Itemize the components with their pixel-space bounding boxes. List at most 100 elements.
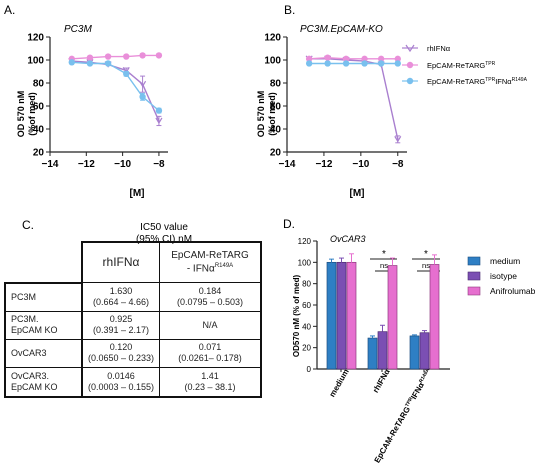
table-col-retarg-line1: EpCAM-ReTARG	[171, 250, 249, 262]
series-line-retarg-mut	[71, 61, 160, 112]
data-point-retarg-tpr	[139, 52, 146, 59]
panel-b-title: PC3M.EpCAM-KO	[300, 24, 383, 35]
data-point-retarg-tpr	[342, 55, 350, 63]
data-point-rhifna	[139, 80, 147, 88]
data-point-retarg-mut	[305, 60, 313, 67]
x-tick-label: −8	[392, 159, 404, 170]
table-cell-value: 0.184	[198, 285, 222, 296]
series-line-rhifna	[309, 58, 399, 140]
sig-ns-retarg: ns	[422, 261, 430, 270]
panel-d-title: OvCAR3	[330, 234, 366, 244]
table-cell: 1.41 (0.23 – 38.1)	[159, 366, 262, 398]
table-cell-ci: (0.0650 – 0.233)	[87, 353, 155, 363]
table-cell: 0.184 (0.0795 – 0.503)	[159, 282, 262, 312]
table-cell-value: 0.071	[198, 342, 222, 352]
table-row-label-line2: EpCAM KO	[11, 325, 58, 335]
panel-a-ylabel-1: OD 570 nM	[16, 91, 26, 138]
table-cell: 1.630 (0.664 – 4.66)	[81, 282, 160, 312]
data-point-retarg-mut	[139, 93, 146, 101]
x-tick-label: −14	[42, 159, 59, 170]
table-row-label: PC3M	[4, 281, 83, 312]
data-point-retarg-tpr	[394, 55, 401, 63]
bar-anifrolumab	[346, 261, 357, 370]
series-line-retarg-tpr	[71, 54, 159, 60]
series-line-retarg-tpr	[309, 56, 398, 60]
legend-label-anifrolumab: Anifrolumab	[490, 286, 536, 296]
panel-b-xlabel: [M]	[350, 188, 365, 199]
x-tick-label: −10	[114, 159, 131, 170]
table-col-retarg-line2: - IFNαR149A	[186, 263, 234, 275]
panel-a-xlabel: [M]	[130, 188, 145, 199]
panel-b-letter: B.	[284, 3, 295, 17]
panel-c-letter: C.	[22, 218, 34, 232]
y-tick-label: 120	[298, 237, 312, 246]
table-cell-value: N/A	[202, 319, 218, 330]
table-cell-ci: (0.0003 – 0.155)	[87, 381, 155, 392]
data-point-retarg-mut	[377, 60, 385, 67]
y-tick-label: 60	[302, 301, 311, 310]
data-point-retarg-tpr	[155, 52, 163, 59]
legend-marker-rhifna	[405, 44, 415, 53]
bar-medium	[409, 335, 420, 370]
table-row-label-line1: PC3M	[11, 291, 37, 302]
panel-b-chart: PC3M.EpCAM-KO OD 570 nM (%of med) [M] rh…	[256, 24, 528, 199]
y-tick-label: 120	[264, 33, 281, 44]
y-tick-label: 80	[302, 280, 311, 289]
x-tick-label: −12	[315, 159, 332, 170]
table-cell: N/A	[159, 310, 262, 340]
panel-a-letter: A.	[4, 3, 15, 17]
table-header-row: rhIFNα EpCAM-ReTARG - IFNαR149A	[5, 241, 262, 283]
y-tick-label: 20	[270, 148, 282, 159]
legend-marker-retarg-mut	[406, 77, 414, 85]
table-cell-ci: (0.0795 – 0.503)	[176, 296, 244, 307]
panel-d-ylabel: OD570 nM (% of med)	[292, 275, 301, 358]
bar-medium	[367, 337, 378, 370]
y-tick-label: 60	[270, 102, 282, 113]
legend-swatch-medium	[467, 256, 481, 266]
table-cell-ci: (0.23 – 38.1)	[184, 381, 236, 392]
data-point-retarg-tpr	[361, 55, 368, 63]
table-cell: 0.925 (0.391 – 2.17)	[81, 310, 160, 340]
table-corner	[5, 242, 82, 283]
y-tick-label: 60	[33, 102, 45, 113]
data-point-rhifna	[155, 117, 163, 125]
panel-a-title: PC3M	[64, 24, 92, 35]
y-tick-label: 20	[302, 344, 311, 353]
table-row: OvCAR3. EpCAM KO 0.0146 (0.0003 – 0.155)…	[4, 366, 262, 398]
table-cell: 0.071 (0.0261– 0.178)	[159, 338, 262, 368]
data-point-retarg-mut	[361, 60, 368, 67]
table-row: PC3M 1.630 (0.664 – 4.66) 0.184 (0.0795 …	[4, 281, 262, 312]
table-row: OvCAR3 0.120 (0.0650 – 0.233) 0.071 (0.0…	[4, 338, 262, 368]
panel-d-legend: medium isotype Anifrolumab	[467, 256, 536, 296]
bar-anifrolumab	[387, 265, 398, 370]
x-tick-label: −8	[153, 159, 165, 170]
panel-b-legend: rhIFNα EpCAM-ReTARGTPR EpCAM-ReTARGTPRIF…	[402, 44, 528, 86]
legend-label-retarg-tpr: EpCAM-ReTARGTPR	[427, 61, 496, 70]
bar-anifrolumab	[429, 264, 440, 370]
sig-star-retarg: *	[424, 249, 428, 260]
panel-c-title-1: IC50 value	[140, 222, 188, 233]
data-point-retarg-tpr	[104, 53, 112, 60]
table-row-label-line1: OvCAR3.	[11, 370, 50, 381]
data-point-retarg-mut	[104, 60, 112, 67]
table-cell-value: 1.630	[109, 285, 133, 296]
table-cell-value: 1.41	[201, 370, 219, 381]
data-point-rhifna	[394, 136, 402, 143]
bar-medium	[326, 261, 337, 370]
sig-star-rhifna: *	[382, 249, 386, 260]
data-point-retarg-mut	[324, 60, 331, 67]
table-row: PC3M. EpCAM KO 0.925 (0.391 – 2.17) N/A	[4, 310, 262, 340]
panel-d-letter: D.	[283, 217, 295, 231]
table-cell-ci: (0.391 – 2.17)	[92, 325, 150, 335]
table-row-label: PC3M. EpCAM KO	[4, 310, 83, 340]
table-cell-value: 0.0146	[107, 370, 135, 381]
x-tick-label: −14	[279, 159, 296, 170]
y-tick-label: 80	[33, 79, 45, 90]
y-tick-label: 80	[270, 79, 282, 90]
y-tick-label: 120	[27, 33, 44, 44]
bar-isotype	[336, 261, 347, 370]
series-line-rhifna	[71, 60, 160, 122]
legend-label-medium: medium	[490, 256, 520, 266]
data-point-retarg-mut	[342, 60, 350, 67]
data-point-retarg-tpr	[377, 55, 385, 63]
